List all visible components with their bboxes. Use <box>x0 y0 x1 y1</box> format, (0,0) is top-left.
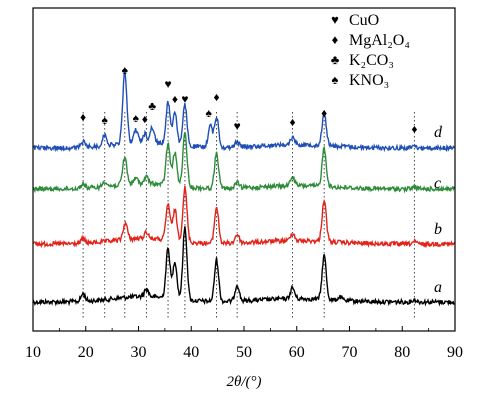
legend-label-3: KNO₃ <box>349 72 389 89</box>
peak-marker-9: ♠ <box>205 106 212 120</box>
series-c-line <box>32 132 456 194</box>
legend-symbol-3: ♠ <box>332 72 339 87</box>
reference-lines <box>82 112 415 318</box>
legend-symbol-0: ♥ <box>331 12 339 27</box>
x-tick-label-80: 80 <box>394 344 410 361</box>
legend-label-0: CuO <box>349 12 379 29</box>
peak-marker-2: ♠ <box>122 63 129 77</box>
x-tick-label-40: 40 <box>183 344 199 361</box>
x-tick-label-10: 10 <box>25 344 41 361</box>
peak-marker-10: ♦ <box>214 90 220 104</box>
peak-marker-8: ♥ <box>181 92 188 106</box>
peak-marker-12: ♦ <box>289 115 295 129</box>
peak-marker-3: ♠ <box>133 111 140 125</box>
series-b-line <box>32 185 456 249</box>
x-tick-label-50: 50 <box>236 344 252 361</box>
legend-label-2: K₂CO₃ <box>349 52 394 69</box>
series-c-label: c <box>434 175 441 192</box>
x-tick-label-70: 70 <box>342 344 358 361</box>
x-tick-label-30: 30 <box>131 344 147 361</box>
legend-symbol-2: ♣ <box>331 52 340 67</box>
x-axis-ticks: 10 20 30 40 50 60 70 80 90 <box>25 326 463 361</box>
x-tick-label-20: 20 <box>78 344 94 361</box>
peak-marker-0: ♦ <box>80 110 86 124</box>
series-b-label: b <box>434 221 442 238</box>
peak-marker-5: ♣ <box>148 99 156 113</box>
series-a-line <box>32 226 455 307</box>
series-d-line <box>32 68 455 153</box>
peak-marker-6: ♥ <box>164 77 171 91</box>
peak-marker-1: ♠ <box>102 113 109 127</box>
peak-marker-7: ♦ <box>172 92 178 106</box>
peak-marker-14: ♦ <box>411 122 417 136</box>
series-layer: a b c d <box>32 68 456 307</box>
legend-label-1: MgAl₂O₄ <box>349 32 410 49</box>
peak-marker-4: ♦ <box>142 112 148 126</box>
peak-marker-13: ♦ <box>321 106 327 120</box>
series-a-label: a <box>434 279 442 296</box>
legend-symbol-1: ♦ <box>332 32 339 47</box>
x-tick-label-90: 90 <box>447 344 463 361</box>
peak-markers: ♦ ♠♠♠ ♦♣♥♦ ♥♠♦♥ ♦♦♦ <box>80 63 417 136</box>
peak-marker-11: ♥ <box>234 119 241 133</box>
x-axis-label: 2θ/(°) <box>226 374 261 390</box>
x-tick-label-60: 60 <box>289 344 305 361</box>
legend: ♥ CuO ♦ MgAl₂O₄ ♣ K₂CO₃ ♠ KNO₃ <box>331 12 411 89</box>
series-d-label: d <box>434 124 443 141</box>
